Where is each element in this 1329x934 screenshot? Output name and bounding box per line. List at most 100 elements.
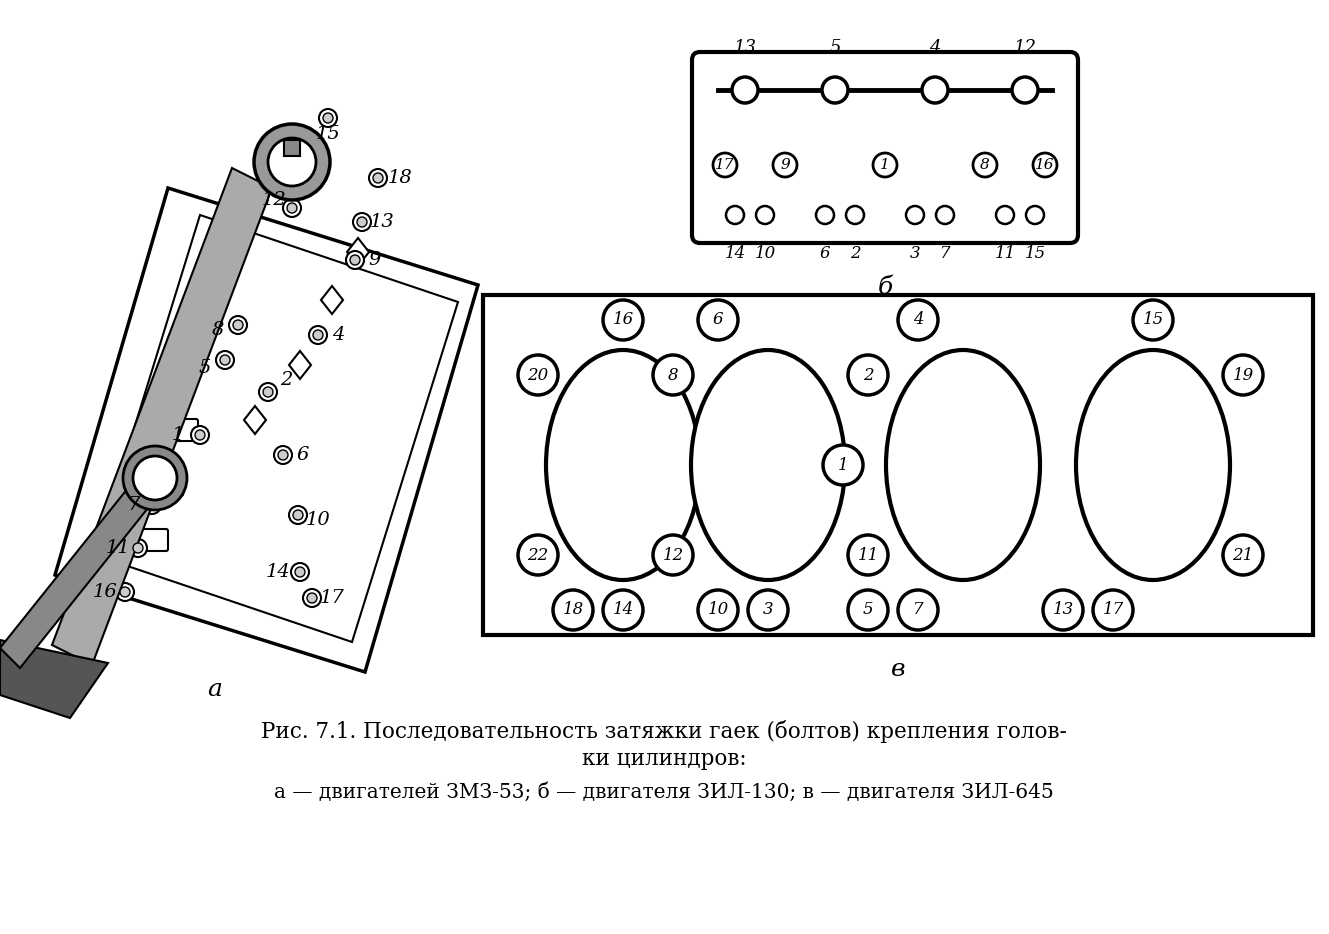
Text: 8: 8	[211, 321, 225, 339]
Text: 9: 9	[780, 158, 789, 172]
Circle shape	[191, 426, 209, 444]
Circle shape	[873, 153, 897, 177]
Text: 14: 14	[613, 601, 634, 618]
Circle shape	[291, 563, 310, 581]
Circle shape	[373, 173, 383, 183]
Text: 19: 19	[1232, 366, 1253, 384]
Text: 13: 13	[1053, 601, 1074, 618]
Circle shape	[1223, 535, 1263, 575]
Circle shape	[1026, 206, 1045, 224]
Text: 17: 17	[715, 158, 735, 172]
Text: 15: 15	[1143, 312, 1164, 329]
Text: 21: 21	[1232, 546, 1253, 563]
Circle shape	[292, 510, 303, 520]
Text: в: в	[890, 658, 905, 682]
Text: а: а	[207, 678, 222, 701]
Text: 10: 10	[755, 245, 776, 262]
Circle shape	[698, 590, 738, 630]
Circle shape	[259, 383, 276, 401]
Circle shape	[129, 539, 148, 557]
Text: 10: 10	[306, 511, 331, 529]
Circle shape	[1223, 355, 1263, 395]
Text: 15: 15	[315, 125, 340, 143]
Text: 12: 12	[1014, 39, 1037, 57]
FancyBboxPatch shape	[158, 419, 198, 441]
Circle shape	[346, 251, 364, 269]
Text: 1: 1	[171, 426, 185, 444]
Circle shape	[898, 300, 938, 340]
Circle shape	[358, 217, 367, 227]
Text: 3: 3	[763, 601, 773, 618]
Text: 18: 18	[562, 601, 583, 618]
Text: 4: 4	[332, 326, 344, 344]
Circle shape	[1092, 590, 1134, 630]
Circle shape	[369, 169, 387, 187]
Circle shape	[163, 465, 173, 475]
Text: 1: 1	[837, 457, 848, 474]
Circle shape	[283, 199, 300, 217]
Text: 4: 4	[913, 312, 924, 329]
Circle shape	[848, 590, 888, 630]
Polygon shape	[0, 488, 148, 668]
Circle shape	[307, 593, 318, 603]
Text: 3: 3	[144, 461, 157, 479]
Circle shape	[848, 535, 888, 575]
Text: 20: 20	[528, 366, 549, 384]
Circle shape	[116, 583, 134, 601]
Circle shape	[973, 153, 997, 177]
Circle shape	[133, 543, 144, 553]
Text: 5: 5	[829, 39, 841, 57]
Polygon shape	[0, 640, 108, 718]
Text: 2: 2	[849, 245, 860, 262]
Circle shape	[898, 590, 938, 630]
Circle shape	[144, 496, 161, 514]
Circle shape	[310, 326, 327, 344]
Text: 9: 9	[369, 251, 381, 269]
Ellipse shape	[1076, 350, 1231, 580]
Text: 11: 11	[857, 546, 878, 563]
Polygon shape	[347, 238, 369, 266]
Ellipse shape	[546, 350, 700, 580]
Circle shape	[936, 206, 954, 224]
Circle shape	[653, 355, 692, 395]
Text: 22: 22	[528, 546, 549, 563]
Circle shape	[518, 355, 558, 395]
Circle shape	[773, 153, 797, 177]
Circle shape	[603, 300, 643, 340]
Text: 11: 11	[994, 245, 1015, 262]
Polygon shape	[288, 351, 311, 379]
Text: 8: 8	[667, 366, 678, 384]
Text: Рис. 7.1. Последовательность затяжки гаек (болтов) крепления голов-: Рис. 7.1. Последовательность затяжки гае…	[260, 720, 1067, 743]
Circle shape	[303, 589, 322, 607]
Circle shape	[823, 445, 863, 485]
Circle shape	[120, 587, 130, 597]
Circle shape	[229, 316, 247, 334]
Circle shape	[653, 535, 692, 575]
Polygon shape	[94, 215, 459, 642]
Circle shape	[698, 300, 738, 340]
Circle shape	[254, 124, 330, 200]
Circle shape	[133, 456, 177, 500]
Text: 2: 2	[863, 366, 873, 384]
Text: 4: 4	[929, 39, 941, 57]
Circle shape	[263, 387, 272, 397]
Text: а — двигателей ЗМЗ-53; б — двигателя ЗИЛ-130; в — двигателя ЗИЛ-645: а — двигателей ЗМЗ-53; б — двигателя ЗИЛ…	[274, 782, 1054, 801]
Polygon shape	[52, 168, 272, 665]
Circle shape	[906, 206, 924, 224]
Circle shape	[995, 206, 1014, 224]
Ellipse shape	[691, 350, 845, 580]
Circle shape	[847, 206, 864, 224]
Circle shape	[148, 500, 157, 510]
Circle shape	[603, 590, 643, 630]
Text: 18: 18	[388, 169, 412, 187]
Text: 13: 13	[734, 39, 756, 57]
Circle shape	[233, 320, 243, 330]
Circle shape	[288, 506, 307, 524]
Circle shape	[278, 450, 288, 460]
Circle shape	[1043, 590, 1083, 630]
Circle shape	[1033, 153, 1057, 177]
Polygon shape	[245, 406, 266, 434]
Circle shape	[922, 77, 948, 103]
Text: 6: 6	[820, 245, 831, 262]
Circle shape	[748, 590, 788, 630]
